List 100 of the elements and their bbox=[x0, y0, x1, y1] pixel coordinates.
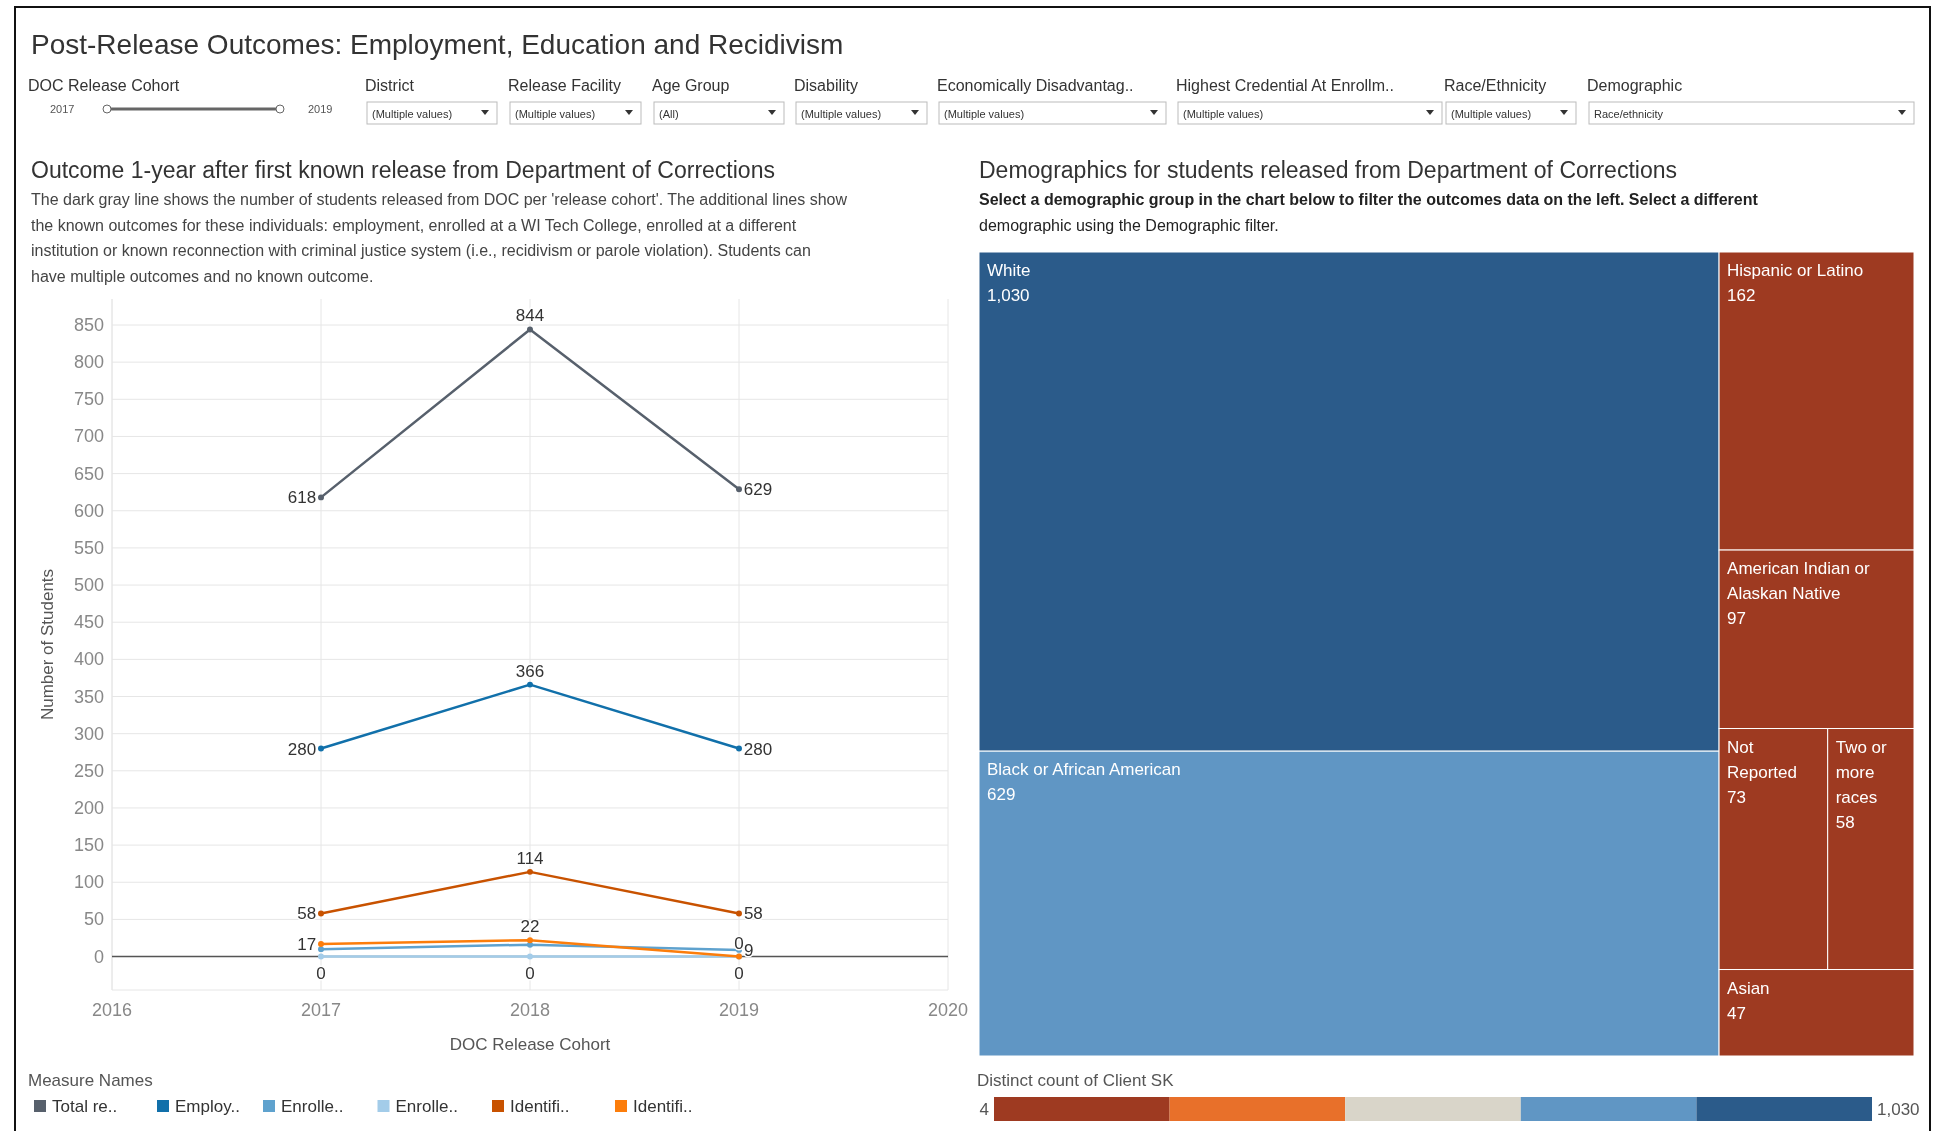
data-label: 0 bbox=[525, 963, 535, 983]
category-label: American Indian or Alaskan Native bbox=[1727, 559, 1871, 604]
text: Race/Ethnicity bbox=[1444, 77, 1547, 94]
dropdown-field: (Multiple values) bbox=[795, 101, 928, 125]
text: Release Facility bbox=[508, 77, 621, 94]
y-tick-label: 700 bbox=[73, 426, 104, 447]
data-label: 0 bbox=[734, 963, 744, 983]
legend-label: Identifi.. bbox=[633, 1097, 693, 1116]
data-label: 22 bbox=[520, 917, 540, 937]
data-label: 280 bbox=[743, 739, 773, 759]
dropdown-field: (Multiple values) bbox=[938, 101, 1167, 125]
data-label: 1,030 bbox=[987, 286, 1030, 305]
y-tick-label: 850 bbox=[73, 315, 104, 336]
data-label: 73 bbox=[1727, 787, 1746, 807]
category-label: Not Reported bbox=[1727, 737, 1797, 782]
text: Disability bbox=[794, 77, 859, 94]
point bbox=[736, 745, 742, 752]
point bbox=[527, 868, 533, 875]
y-tick-label: 250 bbox=[73, 760, 104, 781]
y-tick-label: 350 bbox=[73, 686, 104, 707]
text: 1,030 bbox=[1877, 1100, 1920, 1119]
y-tick-label: 400 bbox=[73, 649, 104, 670]
chart-subtitle: The dark gray line shows the number of students released from DOC per 'release cohort'. The additional lines show the known outcomes for these individuals: employment, enrolled at a WI Tech College, enrolled at a different institution or known reconnection with criminal justice system (i.e., recidivism or parole violation). Students can have multiple outcomes and no known outcome. bbox=[31, 191, 848, 285]
point bbox=[527, 326, 533, 333]
y-tick-label: 450 bbox=[73, 612, 104, 633]
point bbox=[527, 953, 533, 960]
y-tick-label: 500 bbox=[73, 575, 104, 596]
point bbox=[318, 910, 324, 917]
y-tick-label: 800 bbox=[73, 352, 104, 373]
point bbox=[736, 486, 742, 493]
point bbox=[318, 745, 324, 752]
dropdown-field: (Multiple values) bbox=[1177, 101, 1443, 125]
y-tick-label: 650 bbox=[73, 463, 104, 484]
legend-title: Measure Names bbox=[28, 1071, 153, 1090]
category-label: White bbox=[987, 261, 1031, 280]
data-label: 629 bbox=[743, 480, 773, 500]
text: Economically Disadvantag.. bbox=[937, 77, 1134, 94]
text: 2019 bbox=[308, 103, 333, 115]
text: 4 bbox=[979, 1100, 989, 1119]
data-label: 618 bbox=[287, 488, 317, 508]
x-tick-label: 2017 bbox=[300, 1000, 342, 1020]
legend-label: Total re.. bbox=[52, 1097, 118, 1116]
y-tick-label: 150 bbox=[73, 835, 104, 856]
text: District bbox=[365, 77, 415, 94]
data-label: 47 bbox=[1727, 1003, 1746, 1023]
text: DOC Release Cohort bbox=[28, 77, 180, 94]
dropdown-field: Race/ethnicity bbox=[1588, 101, 1915, 125]
data-label: 280 bbox=[287, 739, 317, 759]
y-tick-label: 200 bbox=[73, 797, 104, 818]
y-tick-label: 100 bbox=[73, 872, 104, 893]
point bbox=[318, 946, 324, 953]
category-label: Two or more races bbox=[1835, 737, 1888, 807]
y-tick-label: 550 bbox=[73, 537, 104, 558]
text: Age Group bbox=[652, 77, 730, 94]
y-tick-label: 300 bbox=[73, 723, 104, 744]
x-tick-label: 2016 bbox=[91, 1000, 133, 1020]
legend-label: Identifi.. bbox=[510, 1097, 570, 1116]
dropdown-field: (Multiple values) bbox=[1445, 101, 1577, 125]
point bbox=[318, 940, 324, 947]
text: 2017 bbox=[50, 103, 75, 115]
point bbox=[527, 681, 533, 688]
data-label: 629 bbox=[987, 785, 1016, 805]
data-label: 58 bbox=[1835, 812, 1855, 832]
category-label: Hispanic or Latino bbox=[1727, 261, 1864, 280]
category-label: Black or African American bbox=[987, 760, 1181, 780]
data-label: 114 bbox=[516, 848, 544, 868]
data-label: 0 bbox=[316, 963, 326, 983]
legend-label: Employ.. bbox=[175, 1097, 240, 1116]
y-axis-title: Number of Students bbox=[38, 568, 57, 721]
data-label: 9 bbox=[743, 940, 754, 960]
point bbox=[736, 910, 742, 917]
y-tick-label: 50 bbox=[83, 909, 104, 930]
text: Demographic bbox=[1587, 77, 1683, 94]
x-axis-title: DOC Release Cohort bbox=[449, 1035, 611, 1054]
text: Select a demographic group in the chart below to filter the outcomes data on the left. Select a different demographic using the Demographic filter. bbox=[979, 191, 1759, 234]
data-label: 97 bbox=[1727, 609, 1746, 629]
x-tick-label: 2020 bbox=[927, 1000, 969, 1020]
text: Highest Credential At Enrollm.. bbox=[1176, 77, 1394, 94]
data-label: 58 bbox=[297, 904, 317, 924]
y-tick-label: 600 bbox=[73, 500, 104, 521]
legend-label: Enrolle.. bbox=[395, 1097, 458, 1116]
data-label: 0 bbox=[734, 933, 744, 953]
text: Post-Release Outcomes: Employment, Education and Recidivism bbox=[31, 29, 844, 60]
point bbox=[527, 937, 533, 944]
data-label: 366 bbox=[515, 661, 545, 681]
x-tick-label: 2018 bbox=[509, 1000, 551, 1020]
legend-label: Enrolle.. bbox=[281, 1097, 344, 1116]
point bbox=[318, 494, 324, 501]
category-label: Asian bbox=[1727, 978, 1770, 998]
data-label: 58 bbox=[743, 904, 763, 924]
data-label: 162 bbox=[1727, 286, 1756, 305]
color-bar-title: Distinct count of Client SK bbox=[977, 1071, 1175, 1090]
dropdown-field: (Multiple values) bbox=[366, 101, 498, 125]
chart-title: Outcome 1-year after first known release from Department of Corrections bbox=[31, 157, 775, 183]
data-label: 17 bbox=[297, 934, 317, 954]
dropdown-field: (All) bbox=[653, 101, 785, 125]
point bbox=[318, 953, 324, 960]
y-tick-label: 750 bbox=[73, 389, 104, 410]
text: Demographics for students released from Department of Corrections bbox=[979, 157, 1677, 183]
y-tick-label: 0 bbox=[93, 946, 104, 967]
